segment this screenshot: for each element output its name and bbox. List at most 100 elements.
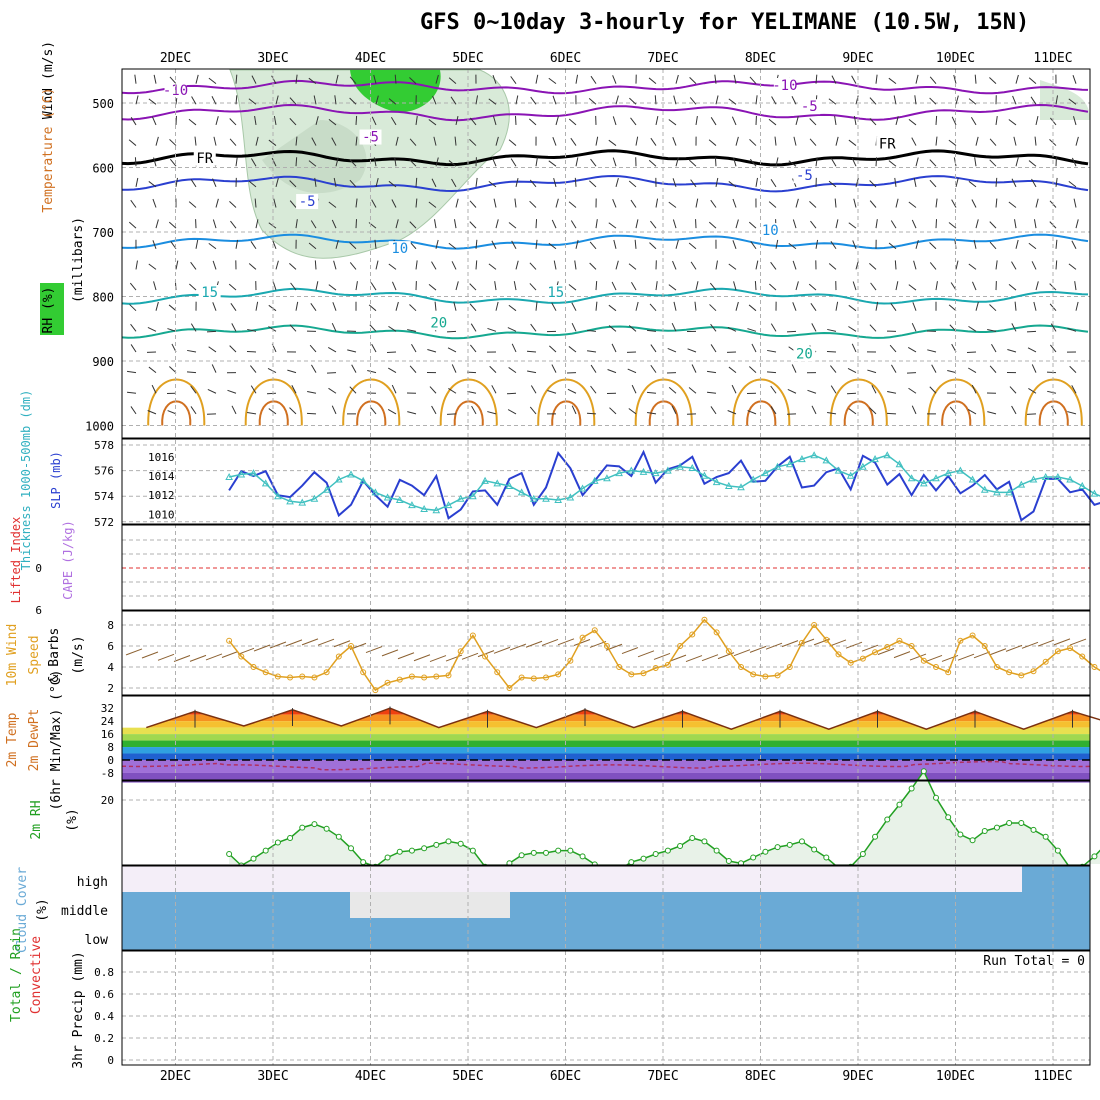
y-tick-label: 600 (92, 162, 114, 176)
thickness-point (456, 494, 465, 502)
wind-barb (375, 95, 379, 105)
wind-barb (153, 74, 157, 84)
isotherm-minus10 (121, 79, 1089, 95)
wind-barb (774, 136, 777, 146)
wind-barb (513, 281, 517, 291)
wind-barb (289, 97, 297, 105)
wind-barb (254, 115, 257, 126)
thickness-point (469, 492, 477, 500)
wind-barb (1055, 260, 1058, 270)
thickness-point (590, 476, 599, 484)
wind-speed-point (591, 627, 598, 634)
wind-barb (1068, 181, 1077, 188)
wind-barb (888, 77, 897, 85)
wind-speed-line (228, 618, 1100, 692)
wind-barb (314, 260, 317, 270)
wind-barb (394, 74, 397, 84)
wind-barb (326, 372, 337, 374)
wind-barb (433, 136, 437, 146)
surface-wind-barb (333, 640, 351, 648)
wind-barb (749, 76, 757, 84)
wind-barb (355, 198, 358, 208)
surface-wind-barb (189, 654, 207, 662)
surface-wind-barb (941, 654, 959, 662)
temp-band (122, 772, 1090, 783)
wind-barb (595, 281, 598, 291)
wind-speed-point (811, 622, 818, 628)
wind-barb (671, 322, 677, 332)
contour-label: 20 (796, 346, 813, 362)
surface-wind-barb (973, 651, 991, 659)
wind-barb (130, 199, 137, 208)
wind-barb (608, 139, 617, 146)
wind-barb (273, 115, 277, 126)
wind-barb (371, 199, 377, 208)
x-tick-label-top: 7DEC (647, 51, 678, 66)
wind-barb (510, 76, 517, 84)
wind-speed-point (299, 673, 306, 680)
thickness-point (639, 467, 648, 475)
wind-barb (635, 301, 639, 311)
wind-barb (655, 198, 659, 208)
wind-barb (911, 137, 917, 146)
wind-barb (190, 323, 197, 332)
wind-barb (929, 97, 937, 105)
wind-barb (331, 219, 337, 229)
wind-barb (574, 260, 577, 270)
x-tick-label-top: 2DEC (160, 51, 191, 66)
wind-barb (568, 346, 577, 353)
surface-wind-barb (493, 646, 511, 654)
wind-speed-point (445, 672, 452, 679)
wind-barb (310, 303, 317, 311)
wind-barb (388, 180, 397, 188)
wind-barb (311, 364, 317, 373)
wind-barb (607, 369, 617, 374)
wind-speed-point (1042, 658, 1049, 665)
wind-barb (830, 241, 837, 250)
thickness-line (228, 454, 1100, 512)
wind-barb (268, 222, 277, 229)
wind-barb (215, 116, 219, 126)
wind-barb (511, 343, 517, 353)
wind-barb (995, 177, 998, 187)
wind-speed-point (360, 669, 367, 676)
wind-barb (649, 303, 657, 312)
wind-barb (912, 302, 917, 311)
wind-barb (148, 263, 157, 270)
wind-barb (1012, 95, 1017, 105)
surface-wind-barb (909, 653, 927, 661)
wind-barb (929, 179, 937, 188)
wind-barb (675, 239, 679, 249)
wind-barb (147, 410, 157, 415)
wind-barb (395, 219, 399, 229)
wind-barb (447, 347, 457, 353)
wind-speed-point (1030, 668, 1037, 675)
wind-speed-point (555, 671, 562, 678)
thickness-point (322, 485, 331, 493)
wind-speed-point (725, 648, 732, 655)
wind-barb (153, 157, 157, 167)
wind-barb (754, 281, 757, 291)
wind-barb (629, 97, 637, 105)
wind-barb (834, 198, 837, 208)
rh-point (1042, 833, 1049, 840)
y-tick-label: 574 (94, 490, 114, 503)
wind-barb (590, 385, 597, 394)
panel-cloud (121, 865, 1091, 951)
surface-wind-barb (669, 654, 687, 662)
wind-barb (431, 178, 437, 188)
wind-barb (755, 95, 758, 105)
wind-barb (1028, 242, 1037, 250)
wind-barb (515, 95, 519, 105)
wind-barb (235, 95, 238, 105)
wind-barb (495, 301, 499, 311)
surface-wind-barb (413, 654, 431, 662)
wind-barb (331, 137, 337, 146)
thickness-point (359, 476, 368, 484)
rh-legend-swatch (40, 283, 64, 335)
boundary-layer-arc (537, 378, 596, 426)
wind-barb (853, 115, 857, 126)
wind-barb (646, 391, 657, 394)
wind-barb (528, 118, 537, 126)
wind-barb (809, 118, 817, 126)
